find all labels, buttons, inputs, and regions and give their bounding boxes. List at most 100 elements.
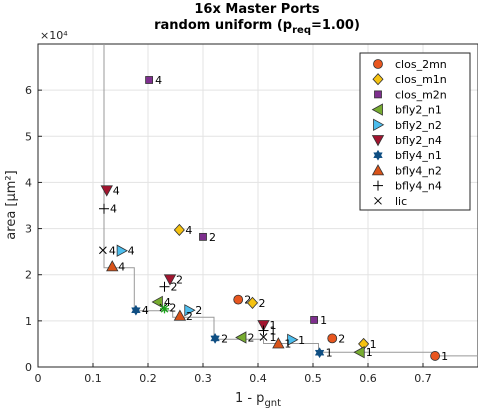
bfly4_n4-point (99, 203, 109, 214)
legend-label-bfly4_n4: bfly4_n4 (395, 180, 442, 193)
bfly2_n1-point (151, 295, 163, 309)
chart-subtitle: random uniform (preq=1.00) (154, 18, 360, 36)
extra-marker (160, 304, 169, 314)
legend-marker-bfly2_n1 (371, 103, 383, 116)
y-axis-label: area [μm²] (4, 170, 19, 239)
legend-marker-bfly2_n2 (373, 118, 385, 131)
legend-label-lic: lic (395, 195, 407, 208)
bfly4_n4-point-label: 1 (270, 325, 277, 338)
y-tick-label: 5 (25, 130, 32, 143)
x-axis-label: 1 - pgnt (235, 391, 281, 409)
x-tick-label: 0.1 (84, 372, 102, 385)
bfly2_n4-point (257, 320, 270, 332)
clos_m2n-point (145, 76, 154, 84)
clos_m1n-point-label: 4 (185, 224, 192, 237)
bfly4_n1-point (314, 347, 325, 359)
bfly4_n1-point-label: 4 (142, 304, 149, 317)
y-exponent-label: ×10⁴ (40, 29, 68, 42)
x-tick-label: 0.6 (359, 372, 377, 385)
clos_m2n-point (199, 232, 207, 241)
y-axis-ticks: 0 1 2 3 4 5 6 (25, 84, 42, 374)
y-tick-label: 0 (25, 361, 32, 374)
legend-label-clos_m2n: clos_m2n (395, 88, 447, 101)
clos_2mn-point-label: 2 (244, 294, 251, 307)
x-tick-label: 0.4 (249, 372, 267, 385)
legend-label-clos_2mn: clos_2mn (395, 58, 447, 71)
legend-label-bfly4_n1: bfly4_n1 (395, 149, 442, 162)
lic-point (259, 333, 268, 341)
y-tick-label: 3 (25, 223, 32, 236)
bfly2_n4-point (100, 185, 113, 197)
y-tick-label: 6 (25, 84, 32, 97)
legend-marker-bfly2_n4 (371, 135, 385, 147)
clos_m2n-point (310, 316, 319, 324)
legend-marker-bfly4_n1 (373, 149, 383, 161)
bfly2_n2-point (184, 304, 196, 317)
clos_2mn-point (430, 351, 441, 361)
x-axis-ticks: 0 0.1 0.2 0.3 0.4 0.5 0.6 0.7 (35, 363, 432, 385)
lic-point-label: 4 (109, 244, 116, 257)
bfly2_n1-point-label: 2 (248, 331, 255, 344)
y-tick-label: 4 (25, 176, 32, 189)
legend-label-bfly2_n1: bfly2_n1 (395, 104, 442, 117)
lic-point-label: 1 (270, 331, 277, 344)
bfly4_n1-point (131, 304, 141, 316)
bfly4_n1-point (210, 332, 220, 344)
clos_m1n-point-label: 1 (370, 338, 377, 351)
bfly2_n2-point (287, 333, 299, 346)
clos_m2n-point-label: 1 (320, 314, 327, 327)
bfly2_n1-point (353, 346, 365, 359)
clos_2mn-point-label: 1 (441, 350, 448, 363)
x-tick-label: 0.7 (414, 372, 432, 385)
x-tick-label: 0.2 (139, 372, 157, 385)
clos_m1n-point-label: 2 (259, 297, 266, 310)
bfly2_n4-point (163, 274, 177, 286)
y-tick-label: 2 (25, 269, 32, 282)
bfly2_n4-point-label: 1 (270, 319, 277, 332)
bfly2_n1-point-label: 1 (366, 346, 373, 359)
bfly2_n4-point-label: 2 (176, 273, 183, 286)
legend-label-bfly2_n4: bfly2_n4 (395, 134, 442, 147)
bfly4_n1-point-label: 2 (221, 332, 228, 345)
bfly2_n2-point-label: 1 (298, 334, 305, 347)
legend-marker-lic (374, 196, 382, 205)
legend-marker-clos_m2n (374, 90, 382, 99)
bfly4_n4-point-label: 4 (110, 203, 117, 216)
x-tick-label: 0 (35, 372, 42, 385)
legend-marker-clos_2mn (373, 59, 383, 69)
bfly4_n4-point (159, 281, 170, 292)
legend-label-clos_m1n: clos_m1n (395, 73, 447, 86)
bfly4_n2-point-label: 1 (284, 337, 291, 350)
bfly2_n1-point (235, 331, 247, 344)
legend-marker-clos_m1n (372, 73, 384, 86)
lic-point (99, 246, 107, 255)
x-tick-label: 0.5 (304, 372, 322, 385)
clos_m1n-point (173, 223, 185, 237)
clos_2mn-point (327, 333, 338, 344)
clos_m1n-point (246, 296, 259, 309)
legend-marker-bfly4_n4 (373, 180, 383, 191)
legend: clos_2mn clos_m1n clos_m2n bfly2_n1 bfly2_n2… (359, 52, 471, 211)
legend-label-bfly2_n2: bfly2_n2 (395, 119, 442, 132)
bfly2_n2-point-label: 4 (128, 245, 135, 258)
bfly4_n2-point (173, 309, 187, 321)
bfly4_n2-point (106, 260, 119, 272)
bfly2_n2-point (116, 244, 128, 257)
bfly4_n2-point-label: 2 (186, 310, 193, 323)
clos_2mn-point (233, 294, 244, 305)
clos_m2n-point-label: 2 (209, 231, 216, 244)
bfly4_n2-point (272, 337, 285, 349)
y-tick-label: 1 (25, 315, 32, 328)
clos_2mn-point-label: 2 (338, 332, 345, 345)
bfly2_n1-point-label: 4 (164, 296, 171, 309)
bfly4_n4-point-label: 2 (171, 281, 178, 294)
bfly4_n1-point-label: 1 (326, 347, 333, 360)
clos_m2n-point-label: 4 (155, 74, 162, 87)
legend-label-bfly4_n2: bfly4_n2 (395, 164, 442, 177)
x-tick-label: 0.3 (194, 372, 212, 385)
bfly4_n2-point-label: 4 (118, 260, 125, 273)
lic-point-label: 2 (169, 301, 176, 314)
bfly2_n2-point-label: 2 (195, 304, 202, 317)
